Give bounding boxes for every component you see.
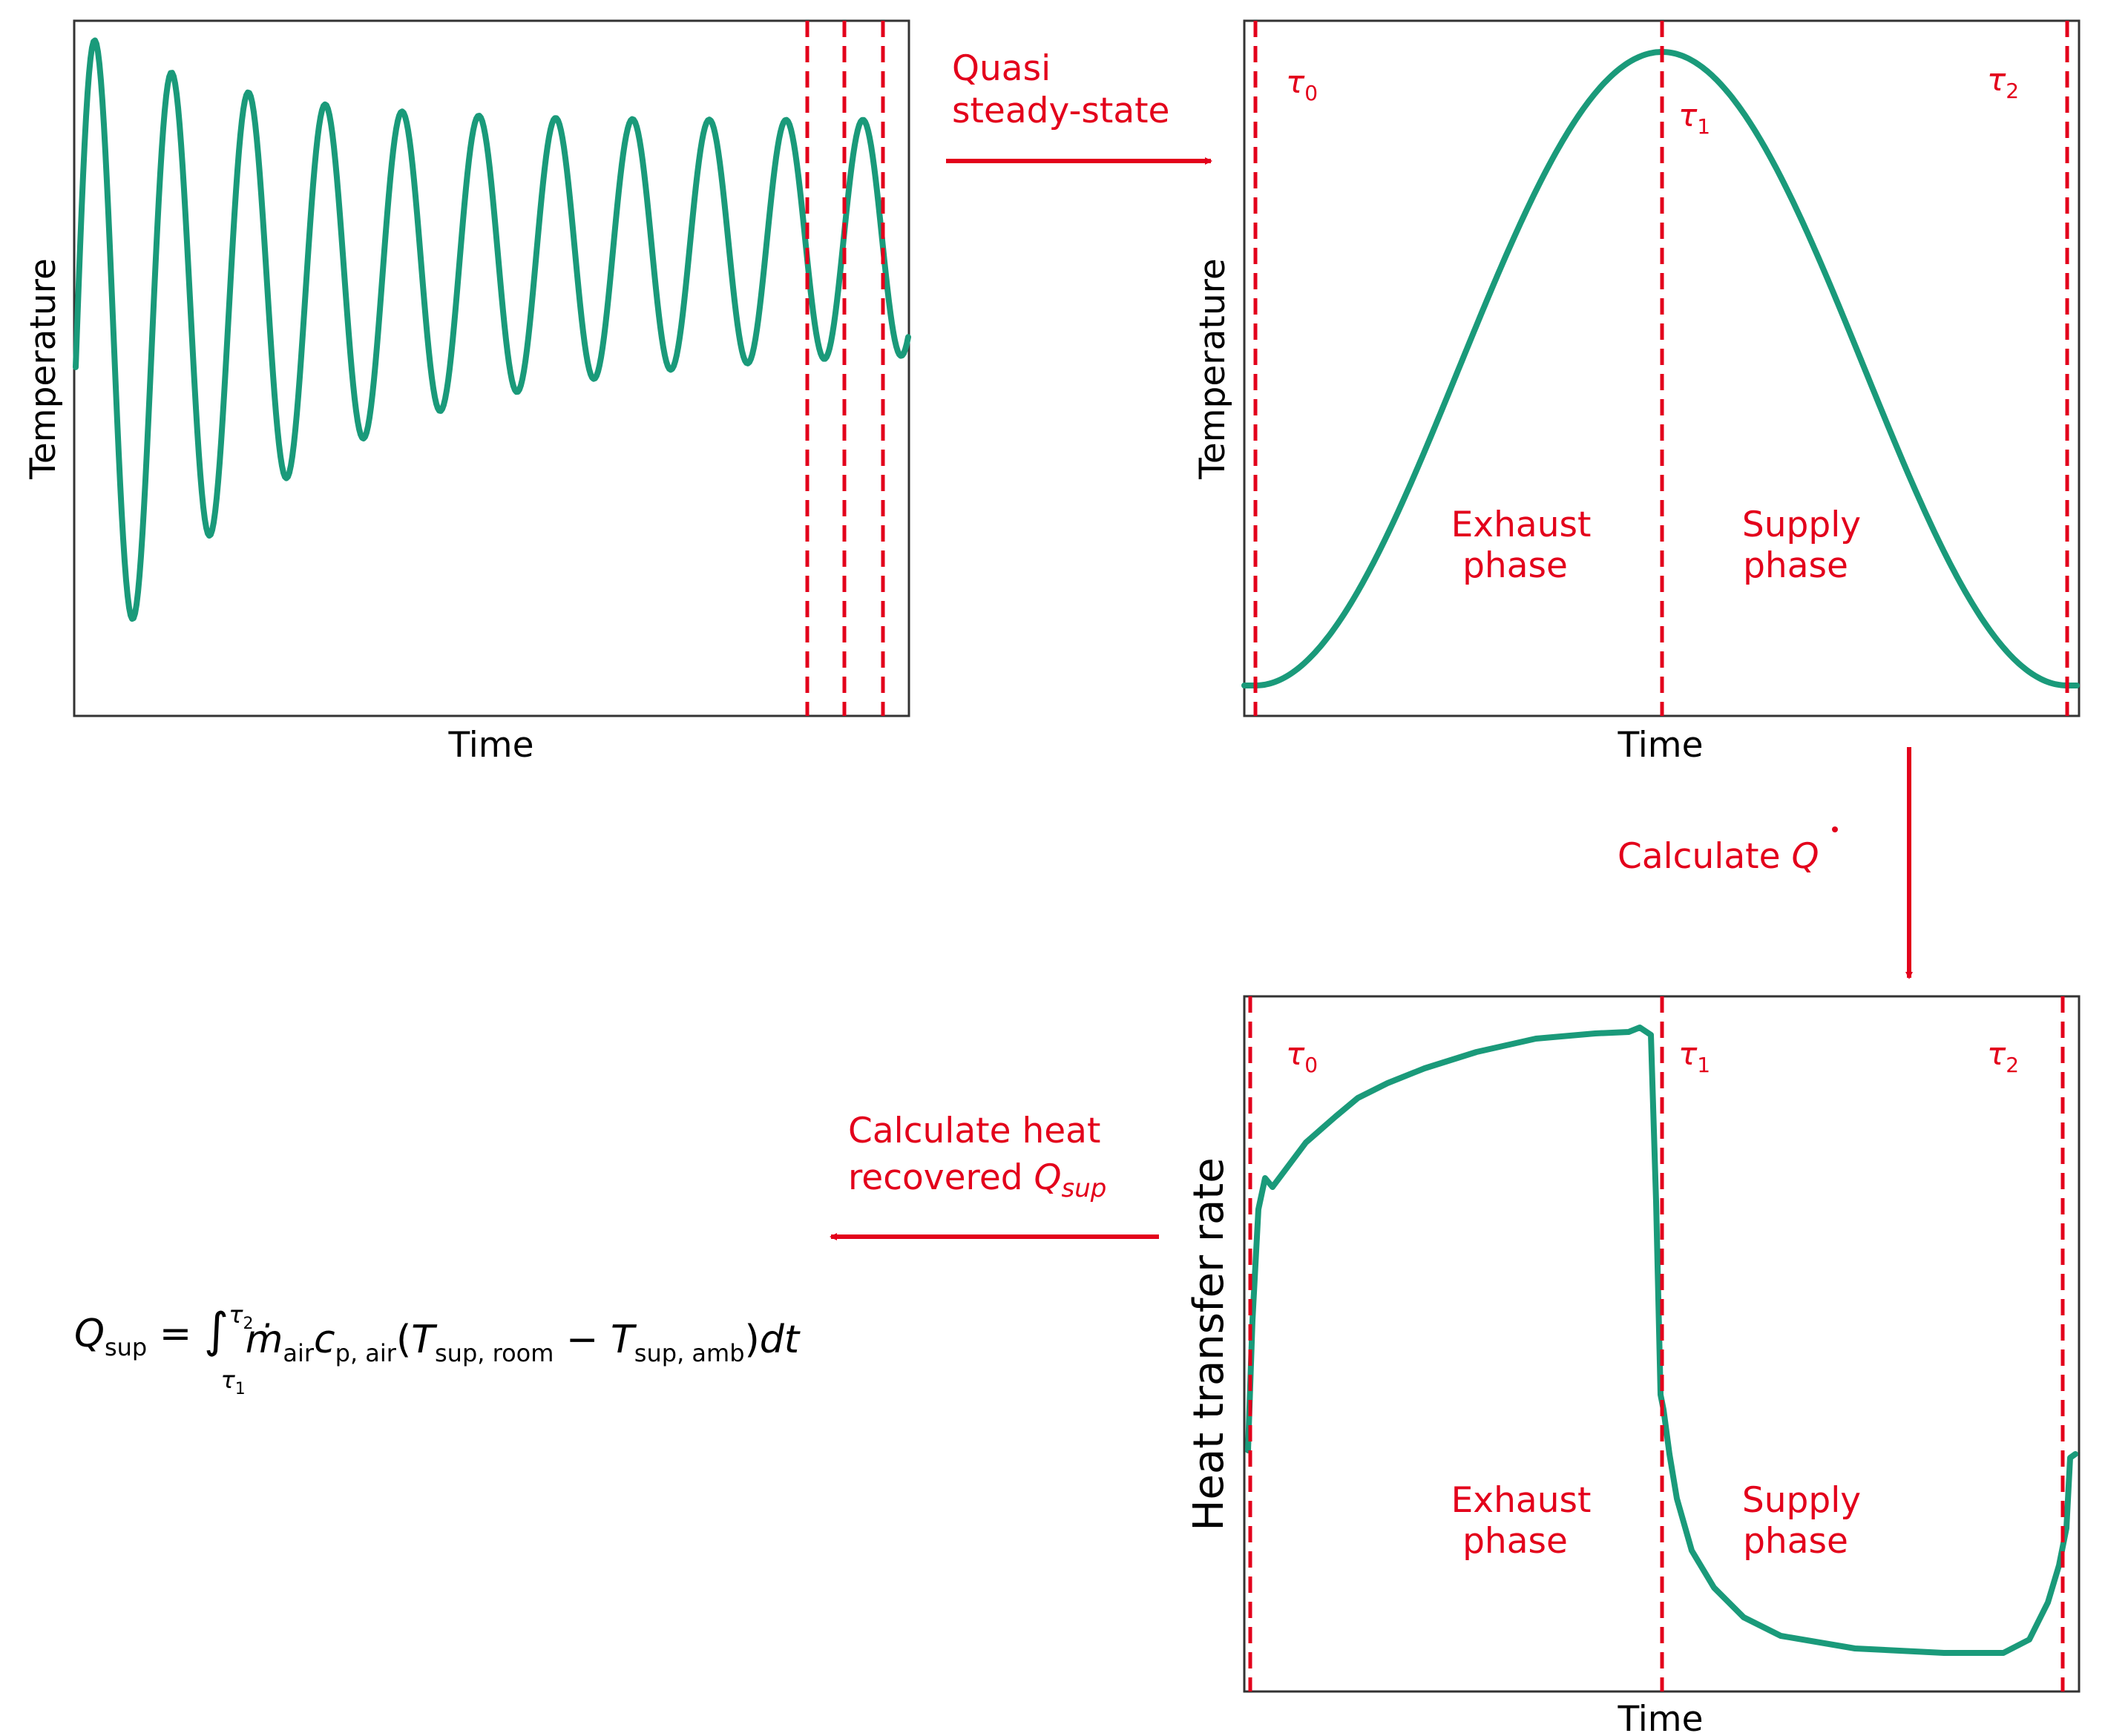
- temperature-oscillation-curve: [73, 37, 911, 622]
- supply-phase-line1: Supply: [1742, 1480, 1861, 1521]
- panel-top-left-frame: [73, 19, 910, 717]
- heat-transfer-rate-curve: [1245, 1025, 2078, 1656]
- exhaust-phase-line2: phase: [1462, 545, 1568, 586]
- exhaust-phase-line1: Exhaust: [1451, 1480, 1592, 1521]
- supply-phase-line1: Supply: [1742, 504, 1861, 545]
- step3-label-line2: recovered Qsup: [848, 1157, 1106, 1203]
- step-calculate-heat-recovered: Calculate heat recovered Qsup: [830, 1111, 1159, 1240]
- tau1-label: τ1: [1678, 1036, 1710, 1077]
- bottom-right-xlabel: Time: [1617, 1699, 1703, 1736]
- tau1-label: τ1: [1678, 97, 1710, 139]
- exhaust-phase-line1: Exhaust: [1451, 504, 1592, 545]
- tau2-label: τ2: [1987, 62, 2019, 103]
- bottom-right-ylabel: Heat transfer rate: [1185, 1157, 1233, 1530]
- tau0-label: τ0: [1286, 1036, 1318, 1077]
- top-right-ylabel: Temperature: [1192, 258, 1233, 480]
- step-calculate-q-dot: Calculate Q: [1618, 747, 1913, 979]
- top-right-xlabel: Time: [1617, 725, 1703, 766]
- step2-label: Calculate Q: [1618, 836, 1819, 877]
- top-left-ylabel: Temperature: [23, 258, 64, 480]
- step1-label-line1: Quasi: [952, 48, 1051, 89]
- step1-label-line2: steady-state: [952, 91, 1169, 131]
- panel-top-right: τ0 τ1 τ2 Exhaust phase Supply phase Time…: [1192, 19, 2081, 766]
- panel-top-left: Time Temperature: [23, 19, 911, 766]
- top-left-xlabel: Time: [447, 725, 533, 766]
- panel-bottom-right: τ0 τ1 τ2 Exhaust phase Supply phase Time…: [1185, 995, 2081, 1736]
- tau0-label: τ0: [1286, 64, 1318, 105]
- exhaust-phase-line2: phase: [1462, 1521, 1568, 1562]
- step3-label-line1: Calculate heat: [848, 1111, 1100, 1151]
- q-dot-accent: [1832, 826, 1838, 832]
- heat-recovered-formula: Qsup = ∫τ2 τ1ṁaircp, air(Tsup, room − Tsu…: [74, 1301, 801, 1398]
- supply-phase-line2: phase: [1743, 1521, 1848, 1562]
- tau2-label: τ2: [1987, 1036, 2019, 1077]
- formula-text: Qsup = ∫τ2 τ1ṁaircp, air(Tsup, room − Tsu…: [74, 1301, 801, 1398]
- step-quasi-steady-state: Quasi steady-state: [946, 48, 1212, 165]
- supply-phase-line2: phase: [1743, 545, 1848, 586]
